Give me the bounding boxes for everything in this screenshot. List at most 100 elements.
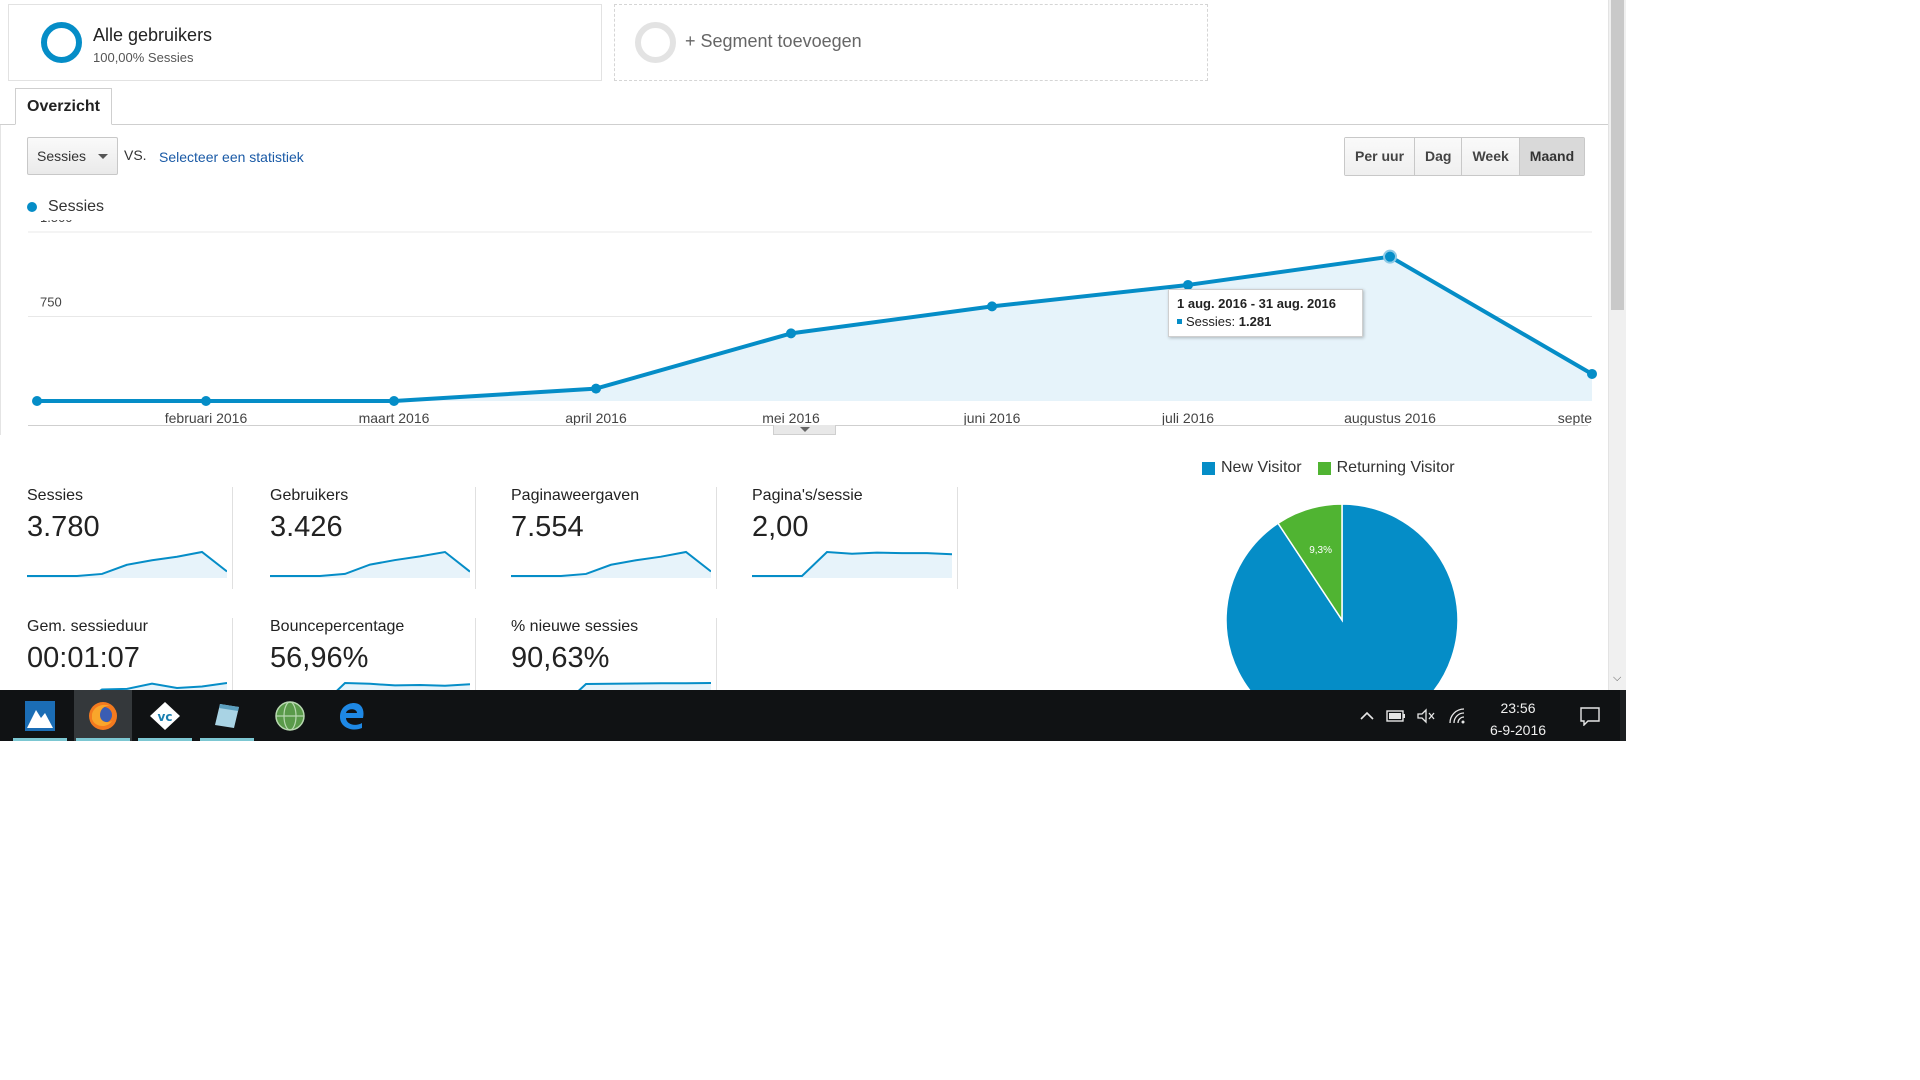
wifi-icon[interactable]: [1446, 690, 1470, 741]
period-button-hourly[interactable]: Per uur: [1345, 138, 1416, 175]
period-button-month[interactable]: Maand: [1519, 138, 1585, 175]
edge-icon: [340, 702, 364, 730]
scorecard-label: Sessies: [27, 487, 84, 504]
add-segment-button[interactable]: + Segment toevoegen: [614, 4, 1208, 81]
scorecard-value: 90,63%: [511, 642, 610, 674]
tray-overflow-chevron-up-icon[interactable]: [1356, 690, 1378, 741]
sparkline: [511, 550, 711, 578]
scorecard-label: Bouncepercentage: [270, 618, 405, 635]
scorecard-avg-session-duration[interactable]: Gem. sessieduur 00:01:07: [0, 618, 233, 690]
app-mountain-icon: [25, 700, 55, 731]
taskbar-app-firefox[interactable]: [74, 690, 132, 741]
sparkline-line: [336, 681, 470, 690]
data-point[interactable]: [201, 396, 211, 406]
volume-muted-icon[interactable]: [1414, 690, 1438, 741]
x-tick-label: septe: [1558, 410, 1592, 426]
sparkline-fill: [752, 552, 952, 578]
pie-slice-label: 9,3%: [1309, 545, 1332, 556]
sparkline: [336, 681, 470, 690]
scorecard-value: 7.554: [511, 511, 584, 543]
x-tick-label: juni 2016: [963, 410, 1021, 426]
pie-legend-returning-visitor[interactable]: Returning Visitor: [1317, 459, 1455, 477]
firefox-icon: [89, 701, 117, 730]
taskbar-clock[interactable]: 23:56 6-9-2016: [1480, 697, 1556, 741]
sparkline-line: [270, 550, 470, 577]
taskbar-app-notebook[interactable]: [198, 690, 256, 741]
scrollbar-thumb[interactable]: [1611, 0, 1624, 310]
action-center-icon[interactable]: [1575, 690, 1605, 741]
pie-slice-new-visitor[interactable]: [1225, 503, 1459, 690]
chart-tooltip: 1 aug. 2016 - 31 aug. 2016 Sessies: 1.28…: [1168, 289, 1363, 337]
sparkline-line: [27, 550, 227, 577]
scorecard-pageviews[interactable]: Paginaweergaven 7.554: [484, 487, 717, 589]
segment-card-all-users[interactable]: Alle gebruikers 100,00% Sessies: [8, 4, 602, 81]
data-point[interactable]: [1183, 279, 1193, 290]
sparkline-line: [511, 550, 711, 577]
period-button-day[interactable]: Dag: [1415, 138, 1463, 175]
scroll-down-arrow-icon[interactable]: ⌵: [1613, 672, 1622, 684]
data-point[interactable]: [1383, 249, 1397, 264]
y-tick-label: 750: [40, 295, 62, 310]
taskbar-app-globe[interactable]: [261, 690, 319, 741]
period-button-week[interactable]: Week: [1462, 138, 1520, 175]
chevron-down-icon: [800, 427, 810, 432]
select-statistic-link[interactable]: Selecteer een statistiek: [159, 149, 304, 165]
pie-slice-returning-visitor[interactable]: [1276, 503, 1343, 623]
taskbar-app-vk[interactable]: vc: [136, 690, 194, 741]
data-point[interactable]: [591, 383, 601, 394]
segment-title: Alle gebruikers: [93, 25, 213, 45]
period-button-group: Per uur Dag Week Maand: [1344, 137, 1586, 176]
legend-label-sessies: Sessies: [48, 198, 105, 215]
scorecard-bounce-rate[interactable]: Bouncepercentage 56,96%: [243, 618, 476, 690]
chart-collapse-handle[interactable]: [773, 425, 836, 435]
tab-bar: Overzicht: [0, 88, 1610, 125]
metric-dropdown-value: Sessies: [37, 148, 87, 164]
globe-app-icon: [275, 700, 305, 731]
pie-legend: New Visitor Returning Visitor: [1202, 459, 1471, 477]
chart-legend[interactable]: Sessies: [27, 198, 104, 216]
taskbar-edge: [1620, 690, 1626, 741]
tooltip-series-label: Sessies:: [1186, 314, 1236, 329]
sparkline: [752, 550, 952, 578]
scorecard-users[interactable]: Gebruikers 3.426: [243, 487, 476, 589]
scorecard-label: % nieuwe sessies: [511, 618, 639, 635]
visitor-type-pie-chart[interactable]: 9,3%: [1222, 500, 1462, 690]
sparkline: [27, 550, 227, 578]
analytics-app: Alle gebruikers 100,00% Sessies + Segmen…: [0, 4, 1610, 690]
clock-time: 23:56: [1500, 700, 1536, 716]
metric-dropdown[interactable]: Sessies: [27, 137, 118, 175]
scorecard-pages-per-session[interactable]: Pagina's/sessie 2,00: [725, 487, 958, 589]
legend-dot-icon: [27, 202, 37, 212]
sparkline: [270, 550, 470, 578]
svg-text:vc: vc: [158, 710, 173, 724]
vertical-scrollbar[interactable]: ⌵: [1608, 0, 1626, 690]
taskbar-app-edge[interactable]: [323, 690, 381, 741]
battery-icon[interactable]: [1384, 690, 1408, 741]
sparkline-line: [752, 550, 952, 577]
segment-ring-icon: [41, 22, 82, 63]
scorecard-new-sessions[interactable]: % nieuwe sessies 90,63%: [484, 618, 717, 690]
tooltip-value: 1.281: [1238, 314, 1272, 329]
empty-segment-ring-icon: [635, 22, 676, 63]
pie-legend-new-visitor[interactable]: New Visitor: [1202, 459, 1302, 477]
x-tick-label: april 2016: [565, 410, 627, 426]
data-point[interactable]: [389, 396, 399, 406]
data-point[interactable]: [987, 301, 997, 312]
scorecard-value: 00:01:07: [27, 642, 140, 674]
sparkline: [578, 682, 711, 690]
x-tick-label: februari 2016: [165, 410, 248, 426]
legend-square-icon: [1202, 461, 1215, 475]
data-point[interactable]: [786, 328, 796, 339]
sparkline: [99, 682, 227, 690]
scorecard-value: 3.426: [270, 511, 343, 543]
scorecard-value: 3.780: [27, 511, 100, 543]
data-point[interactable]: [1587, 368, 1597, 379]
scorecard-sessions[interactable]: Sessies 3.780: [0, 487, 233, 589]
tab-overview[interactable]: Overzicht: [15, 88, 112, 125]
data-point[interactable]: [32, 396, 42, 406]
chart-left-border: [0, 125, 1, 435]
x-tick-label: augustus 2016: [1344, 410, 1436, 426]
taskbar-app-mountain[interactable]: [11, 690, 69, 741]
x-tick-label: juli 2016: [1161, 410, 1214, 426]
y-tick-label: 1.500: [40, 220, 73, 225]
